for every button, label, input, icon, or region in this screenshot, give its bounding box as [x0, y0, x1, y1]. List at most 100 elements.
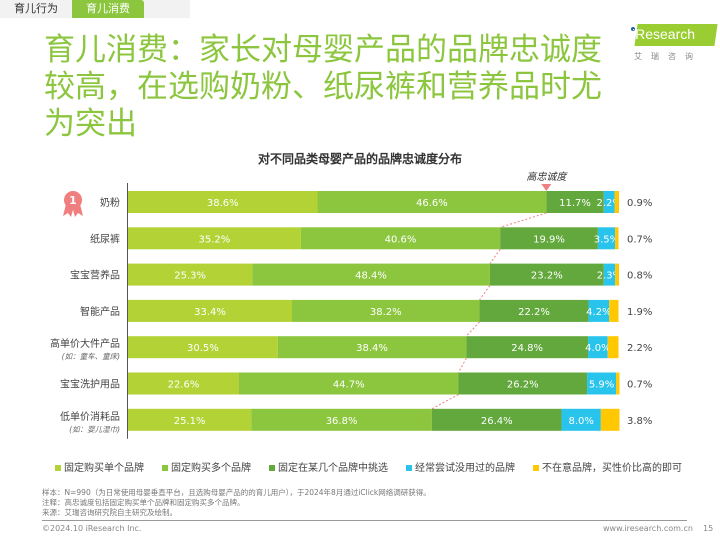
bar-segment	[587, 372, 617, 395]
legend-item: 固定购买多个品牌	[162, 459, 251, 474]
bar-segment	[615, 263, 619, 286]
bar-segment	[614, 191, 619, 213]
data-label: 4.0%	[585, 343, 610, 354]
bar-segment	[128, 299, 292, 322]
rank-number: 1	[69, 194, 77, 207]
data-label: 2.3%	[597, 271, 622, 282]
legend-swatch	[269, 465, 275, 471]
footer-divider	[42, 520, 687, 521]
bar-segment	[291, 299, 480, 322]
data-label: 33.4%	[194, 307, 226, 318]
bar-segment	[238, 372, 459, 395]
legend-item: 不在意品牌，买性价比高的即可	[533, 459, 682, 474]
tab-parenting-consumption[interactable]: 育儿消费	[72, 0, 144, 18]
legend-item: 固定购买单个品牌	[55, 459, 144, 474]
bar-segment	[561, 408, 601, 431]
bar-segment	[458, 372, 588, 395]
legend-item: 固定在某几个品牌中挑选	[269, 459, 388, 474]
legend-label: 经常尝试没用过的品牌	[415, 463, 515, 474]
tab-parenting-behavior[interactable]: 育儿行为	[14, 2, 58, 15]
data-label: 8.0%	[568, 416, 593, 427]
data-label: 2.2%	[596, 198, 621, 209]
note-remark: 注释：高忠诚度包括固定购买单个品牌和固定购买多个品牌。	[42, 498, 245, 507]
bar-segment	[597, 227, 616, 250]
bar-segment	[128, 263, 253, 286]
category-label: 宝宝洗护用品	[60, 378, 120, 391]
loyalty-divider-line	[500, 212, 547, 228]
data-label-outside: 0.9%	[627, 198, 652, 209]
logo-cn: 艾瑞咨询	[634, 52, 702, 61]
category-label: 奶粉	[100, 196, 120, 209]
copyright: ©2024.10 iResearch Inc.	[42, 524, 142, 533]
section-tabs: 育儿行为 育儿消费	[0, 0, 190, 18]
category-label: 低单价消耗品	[60, 410, 120, 423]
chart-title: 对不同品类母婴产品的品牌忠诚度分布	[257, 152, 462, 166]
bar-segment	[300, 227, 501, 250]
loyalty-divider-line	[458, 357, 467, 373]
data-label: 46.6%	[416, 198, 448, 209]
loyalty-divider-line	[465, 321, 480, 337]
loyalty-divider-line	[479, 285, 491, 301]
legend-label: 固定购买多个品牌	[171, 463, 251, 474]
note-sample: 样本：N=990（为日常使用母婴垂直平台，且选购母婴产品的的育儿用户），于202…	[42, 488, 431, 497]
legend-swatch	[533, 465, 539, 471]
data-label-outside: 3.8%	[627, 416, 652, 427]
category-note: (如：童车、童床)	[62, 352, 120, 361]
legend-swatch	[406, 465, 412, 471]
data-label: 26.2%	[507, 380, 539, 391]
data-label-outside: 0.7%	[627, 380, 652, 391]
loyalty-divider-line	[431, 394, 459, 410]
data-label: 48.4%	[355, 271, 387, 282]
data-label: 3.5%	[594, 234, 619, 245]
bar-segment	[616, 372, 620, 395]
bar-segment	[609, 299, 619, 322]
bar-segment	[600, 408, 620, 431]
data-label: 35.2%	[199, 234, 231, 245]
category-label: 智能产品	[80, 305, 120, 318]
data-label: 25.1%	[174, 416, 206, 427]
loyalty-divider-line	[489, 249, 501, 264]
rank-badge-icon	[64, 191, 82, 209]
chart-legend: 固定购买单个品牌 固定购买多个品牌 固定在某几个品牌中挑选 经常尝试没用过的品牌 不在意…	[55, 459, 682, 474]
bar-segment	[466, 336, 589, 359]
data-label: 22.2%	[518, 307, 550, 318]
bar-segment	[546, 191, 604, 213]
legend-swatch	[162, 465, 168, 471]
source-notes: 样本：N=990（为日常使用母婴垂直平台，且选购母婴产品的的育儿用户），于202…	[42, 488, 431, 518]
iresearch-logo: iResearch 艾瑞咨询	[628, 24, 720, 64]
legend-item: 经常尝试没用过的品牌	[406, 459, 515, 474]
bar-segment	[317, 191, 547, 213]
data-label: 11.7%	[559, 198, 591, 209]
bar-segment	[588, 336, 608, 359]
bar-segment	[431, 408, 562, 431]
website-link[interactable]: www.iresearch.com.cn	[603, 524, 693, 533]
data-label: 26.4%	[481, 416, 513, 427]
data-label-outside: 0.7%	[627, 234, 652, 245]
bar-segment	[489, 263, 604, 286]
data-label: 23.2%	[531, 271, 563, 282]
data-label: 24.8%	[511, 343, 543, 354]
bar-segment	[607, 336, 619, 359]
data-label: 30.5%	[187, 343, 219, 354]
bar-segment	[128, 408, 252, 431]
bar-segment	[252, 263, 490, 286]
data-label: 44.7%	[333, 380, 365, 391]
data-label: 38.2%	[370, 307, 402, 318]
bar-segment	[615, 227, 619, 250]
data-label: 5.9%	[589, 380, 614, 391]
data-label: 25.3%	[174, 271, 206, 282]
high-loyalty-annotation: 高忠诚度	[526, 171, 568, 183]
bar-segment	[603, 263, 616, 286]
legend-label: 固定购买单个品牌	[64, 463, 144, 474]
data-label-outside: 0.8%	[627, 271, 652, 282]
page-title: 育儿消费：家长对母婴产品的品牌忠诚度较高，在选购奶粉、纸尿裤和营养品时尤为突出	[44, 32, 602, 142]
bar-segment	[128, 336, 278, 359]
data-label: 22.6%	[168, 380, 200, 391]
data-label: 38.4%	[356, 343, 388, 354]
data-label: 4.2%	[586, 307, 611, 318]
bar-segment	[128, 227, 301, 250]
bar-segment	[500, 227, 598, 250]
category-note: (如：婴儿湿巾)	[69, 425, 120, 434]
bar-segment	[479, 299, 589, 322]
category-label: 高单价大件产品	[50, 337, 120, 350]
